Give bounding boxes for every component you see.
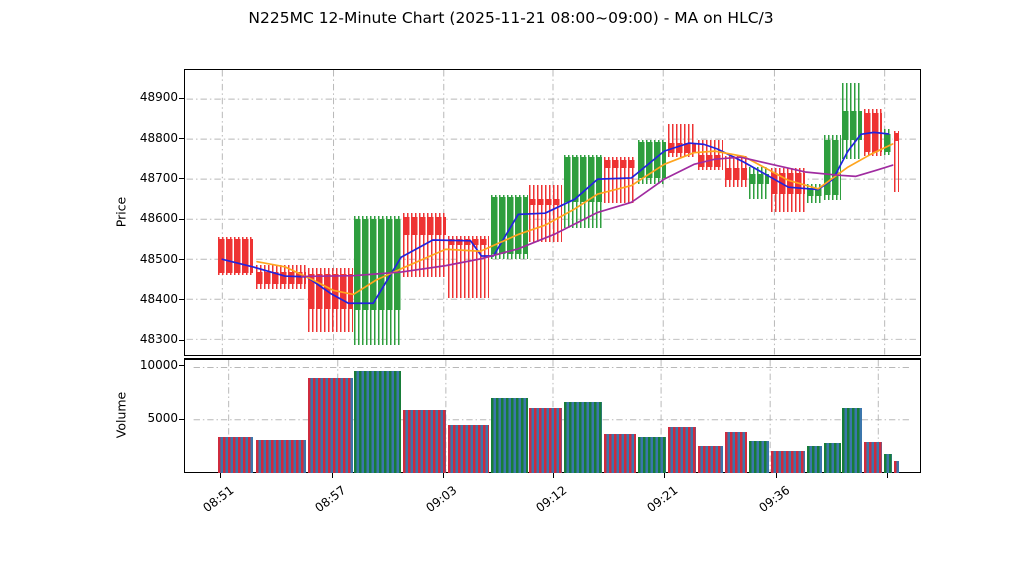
volume-bar	[725, 432, 747, 473]
volume-bar	[491, 397, 528, 473]
volume-bar	[771, 451, 805, 473]
candle-high-low-range	[448, 235, 489, 299]
volume-bar	[749, 440, 769, 473]
volume-tick-mark	[179, 365, 184, 367]
price-tick-label: 48700	[139, 170, 178, 185]
price-tick-mark	[179, 218, 184, 220]
x-tick-mark	[663, 473, 665, 478]
volume-bar	[842, 408, 862, 473]
x-tick-label: 09:21	[644, 483, 681, 515]
ma-line-fast	[221, 131, 890, 305]
candle-body	[884, 134, 892, 152]
candle-body	[749, 174, 769, 185]
volume-bar	[564, 402, 602, 473]
volume-bar	[638, 437, 666, 473]
candle-body	[842, 110, 862, 141]
volume-bar	[894, 461, 899, 473]
volume-bar	[807, 446, 822, 473]
volume-bar	[218, 437, 253, 473]
x-tick-label: 08:57	[312, 483, 349, 515]
volume-bar	[308, 378, 353, 473]
volume-bar	[884, 453, 892, 473]
x-tick-label: 09:12	[533, 483, 570, 515]
candle-body	[256, 271, 306, 284]
price-tick-label: 48800	[139, 130, 178, 145]
candle-body	[725, 168, 747, 180]
volume-panel	[184, 358, 921, 473]
candle-body	[529, 199, 562, 206]
x-tick-mark	[552, 473, 554, 478]
candle-body	[354, 218, 401, 310]
x-tick-mark	[219, 473, 221, 478]
candle-body	[448, 238, 489, 246]
x-tick-mark	[331, 473, 333, 478]
x-tick-mark	[442, 473, 444, 478]
price-tick-mark	[179, 138, 184, 140]
price-tick-mark	[179, 97, 184, 99]
x-tick-label: 09:03	[423, 483, 460, 515]
volume-tick-label: 10000	[139, 357, 178, 372]
price-tick-mark	[179, 299, 184, 301]
price-tick-mark	[179, 178, 184, 180]
volume-bar	[864, 441, 882, 473]
candle-body	[771, 172, 805, 195]
volume-bar	[698, 446, 723, 473]
price-tick-label: 48900	[139, 90, 178, 105]
price-tick-label: 48400	[139, 291, 178, 306]
candle-body	[403, 217, 446, 236]
volume-bar	[403, 409, 446, 473]
x-tick-mark	[886, 473, 888, 478]
ma-line-slow	[300, 156, 894, 278]
candle-high-low-range	[894, 130, 899, 193]
volume-bar	[448, 424, 489, 473]
volume-tick-mark	[179, 418, 184, 420]
candle-body	[564, 156, 602, 202]
candle-body	[807, 187, 822, 197]
chart-title: N225MC 12-Minute Chart (2025-11-21 08:00…	[248, 9, 774, 27]
x-tick-label: 09:36	[756, 483, 793, 515]
price-tick-label: 48600	[139, 211, 178, 226]
price-gridlines	[186, 70, 919, 355]
price-tick-label: 48300	[139, 332, 178, 347]
candle-body	[894, 132, 899, 141]
price-tick-label: 48500	[139, 251, 178, 266]
candle-body	[604, 159, 636, 169]
volume-bar	[256, 439, 306, 473]
candle-body	[308, 273, 353, 309]
ma-line-mid	[256, 143, 894, 296]
price-panel	[184, 69, 921, 356]
volume-bar	[529, 408, 562, 473]
volume-bar	[354, 370, 401, 473]
moving-average-lines	[221, 131, 894, 305]
price-tick-mark	[179, 339, 184, 341]
volume-tick-label: 5000	[147, 411, 178, 426]
candle-body	[218, 239, 253, 274]
volume-bar	[668, 426, 696, 473]
x-tick-label: 08:51	[200, 483, 237, 515]
volume-bar	[824, 442, 841, 473]
candle-body	[668, 143, 696, 154]
price-tick-mark	[179, 259, 184, 261]
x-tick-mark	[775, 473, 777, 478]
volume-bar	[604, 434, 636, 473]
